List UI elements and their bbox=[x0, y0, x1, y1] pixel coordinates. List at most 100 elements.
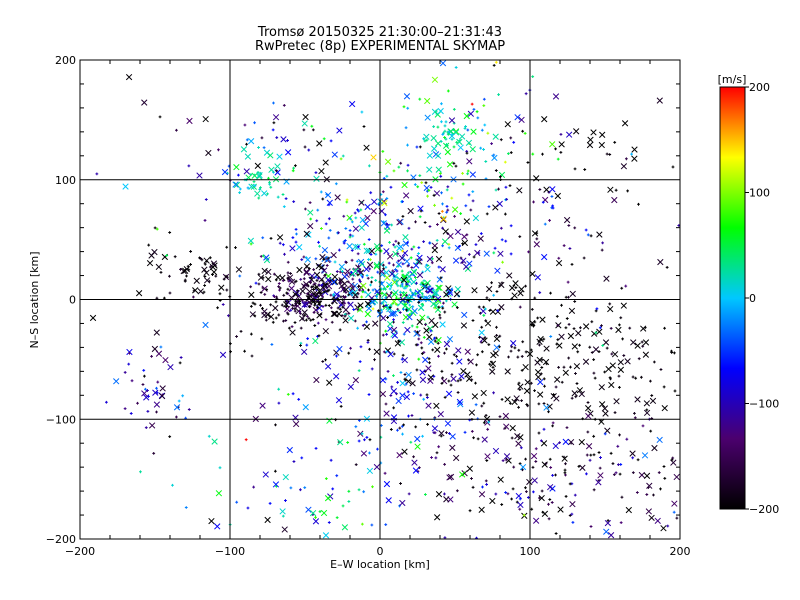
plus-point bbox=[518, 497, 522, 501]
plus-point bbox=[550, 501, 554, 504]
cross-point bbox=[254, 190, 261, 197]
plus-point bbox=[499, 138, 503, 142]
plus-point bbox=[293, 280, 297, 284]
plus-point bbox=[299, 344, 302, 347]
plus-point bbox=[368, 267, 372, 271]
plus-point bbox=[192, 289, 196, 293]
plus-point bbox=[389, 284, 393, 287]
plus-point bbox=[533, 320, 537, 324]
plus-point bbox=[592, 358, 596, 361]
plus-point bbox=[388, 287, 392, 291]
cross-point bbox=[453, 291, 461, 298]
cross-point bbox=[651, 444, 658, 452]
plus-point bbox=[471, 190, 475, 194]
plus-point bbox=[398, 504, 401, 508]
cross-point bbox=[446, 474, 453, 481]
plus-point bbox=[404, 126, 408, 130]
cross-point bbox=[494, 267, 501, 274]
cross-point bbox=[151, 248, 158, 256]
plus-point bbox=[392, 374, 395, 378]
plus-point bbox=[155, 386, 158, 390]
plus-point bbox=[337, 231, 340, 235]
cross-point bbox=[547, 483, 554, 491]
cross-point bbox=[424, 97, 431, 105]
plus-point bbox=[450, 361, 454, 365]
plus-point bbox=[520, 368, 524, 372]
cross-point bbox=[423, 133, 430, 140]
plus-point bbox=[369, 253, 373, 256]
plus-point bbox=[620, 495, 624, 499]
plus-point bbox=[409, 256, 413, 260]
plus-point bbox=[509, 136, 513, 140]
plus-point bbox=[401, 262, 405, 266]
plus-point bbox=[368, 347, 371, 351]
cross-point bbox=[240, 146, 248, 153]
plus-point bbox=[637, 357, 641, 361]
cross-point bbox=[346, 214, 353, 221]
plus-point bbox=[343, 296, 346, 299]
cross-point bbox=[272, 304, 279, 312]
plus-point bbox=[407, 226, 411, 230]
plus-point bbox=[321, 305, 325, 308]
plus-point bbox=[420, 346, 424, 350]
cross-point bbox=[387, 351, 394, 358]
cross-point bbox=[447, 473, 455, 481]
plus-point bbox=[402, 105, 406, 109]
plus-point bbox=[347, 489, 351, 493]
cross-point bbox=[605, 365, 612, 373]
cross-point bbox=[478, 329, 485, 336]
plus-point bbox=[317, 334, 321, 338]
plus-point bbox=[396, 381, 399, 384]
plus-point bbox=[514, 398, 518, 402]
plus-point bbox=[225, 245, 229, 249]
cross-point bbox=[522, 363, 529, 371]
plus-point bbox=[493, 246, 497, 250]
plus-point bbox=[537, 496, 541, 500]
cross-point bbox=[540, 440, 548, 447]
plus-point bbox=[531, 465, 535, 469]
cross-point bbox=[381, 291, 388, 298]
cross-point bbox=[370, 208, 377, 215]
plus-point bbox=[218, 466, 222, 470]
cross-point bbox=[453, 454, 460, 462]
plus-point bbox=[584, 228, 588, 232]
cross-point bbox=[243, 168, 250, 175]
plus-point bbox=[168, 274, 171, 278]
plus-point bbox=[415, 281, 418, 285]
plus-point bbox=[573, 300, 577, 303]
cross-point bbox=[491, 154, 498, 162]
plus-point bbox=[178, 361, 182, 365]
plus-point bbox=[311, 285, 315, 289]
plus-point bbox=[335, 474, 339, 478]
plus-point bbox=[619, 316, 623, 320]
cross-point bbox=[426, 287, 433, 294]
cross-point bbox=[549, 141, 556, 148]
colorbar-tick-label: −100 bbox=[749, 398, 779, 411]
cross-point bbox=[341, 524, 349, 531]
plus-point bbox=[251, 301, 255, 305]
plus-point bbox=[345, 198, 349, 202]
cross-point bbox=[360, 282, 367, 289]
plus-point bbox=[450, 196, 454, 200]
plus-point bbox=[384, 523, 388, 527]
plus-point bbox=[361, 290, 365, 294]
cross-point bbox=[360, 450, 368, 457]
plus-point bbox=[328, 228, 332, 232]
plus-point bbox=[312, 268, 316, 271]
cross-point bbox=[573, 128, 580, 135]
plus-point bbox=[401, 249, 404, 253]
plus-point bbox=[412, 392, 416, 396]
plus-point bbox=[610, 352, 614, 356]
plus-point bbox=[367, 164, 371, 168]
plus-point bbox=[466, 172, 469, 176]
plus-point bbox=[329, 139, 333, 143]
cross-point bbox=[141, 99, 148, 106]
plus-point bbox=[257, 272, 261, 276]
plus-point bbox=[266, 192, 269, 196]
plus-point bbox=[284, 499, 287, 502]
plus-point bbox=[423, 493, 427, 496]
plus-point bbox=[156, 380, 160, 384]
plus-point bbox=[422, 336, 426, 339]
cross-point bbox=[512, 280, 519, 287]
